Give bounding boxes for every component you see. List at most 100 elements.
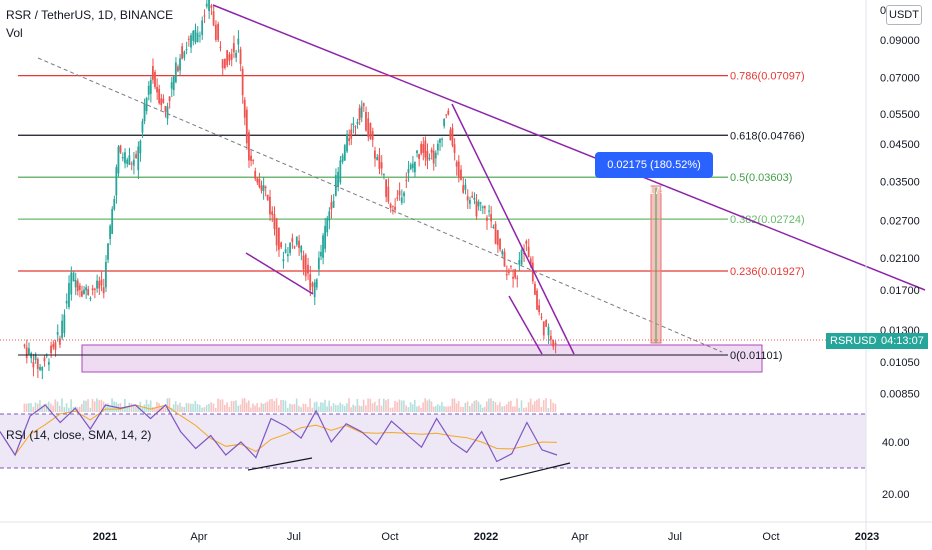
- candle-body: [549, 335, 552, 340]
- candle-body: [198, 35, 201, 37]
- support-zone-box: [81, 344, 763, 373]
- candle-body: [477, 201, 480, 207]
- volume-bar: [334, 404, 337, 412]
- volume-bar: [462, 406, 464, 412]
- volume-bar: [194, 400, 197, 412]
- rsi-divergence-line-1: [247, 457, 313, 471]
- candle-body: [378, 155, 381, 169]
- volume-bar: [525, 407, 528, 412]
- candle-body: [168, 96, 171, 101]
- candle-body: [230, 53, 233, 60]
- candle-body: [334, 175, 337, 196]
- candle-body: [205, 3, 208, 7]
- time-tick-label: 2021: [93, 531, 117, 543]
- volume-bar: [284, 400, 287, 412]
- volume-bar: [102, 401, 105, 412]
- volume-bar: [507, 401, 510, 412]
- volume-bar: [32, 406, 35, 412]
- volume-bar: [141, 406, 144, 412]
- candle-body: [350, 129, 353, 139]
- volume-bar: [172, 404, 175, 412]
- candle-body: [280, 242, 283, 248]
- symbol-title: RSR / TetherUS, 1D, BINANCE: [6, 8, 174, 22]
- volume-bar: [531, 404, 534, 412]
- candle-body: [32, 362, 35, 368]
- currency-selector[interactable]: USDT: [886, 5, 922, 25]
- volume-bar: [277, 405, 280, 412]
- candle-body: [85, 287, 87, 291]
- candle-body: [479, 202, 482, 204]
- volume-bar: [192, 403, 194, 412]
- candle-body: [380, 162, 383, 169]
- rsi-line: [0, 404, 558, 463]
- candle-body: [326, 218, 329, 233]
- bar-timer-tag: 04:13:07: [877, 333, 928, 349]
- volume-bar: [164, 407, 167, 412]
- candle-body: [100, 279, 103, 286]
- candle-body: [330, 202, 333, 210]
- volume-bar: [346, 403, 348, 412]
- candle-body: [362, 103, 365, 107]
- mid-wedge-line: [245, 252, 314, 295]
- volume-bar: [185, 402, 188, 412]
- volume-bar: [241, 398, 244, 412]
- volume-bar: [291, 404, 293, 412]
- candle-body: [154, 71, 156, 88]
- volume-bar: [179, 402, 181, 412]
- candle-body: [232, 43, 235, 53]
- volume-bar: [466, 401, 469, 412]
- candle-body: [328, 211, 331, 221]
- volume-bar: [183, 406, 186, 412]
- candle-body: [30, 353, 33, 359]
- volume-bar: [391, 407, 394, 412]
- candle-body: [256, 178, 259, 183]
- volume-bar: [137, 405, 139, 412]
- candle-body: [416, 150, 418, 154]
- candle-body: [145, 97, 148, 111]
- candle-body: [83, 289, 85, 295]
- volume-bar: [237, 405, 240, 412]
- candle-body: [371, 131, 374, 140]
- candle-body: [385, 179, 387, 197]
- fib-level-label: 0.236(0.01927): [730, 266, 805, 278]
- candle-body: [194, 29, 197, 43]
- candle-body: [545, 320, 548, 327]
- candle-body: [115, 167, 118, 196]
- candle-body: [70, 272, 73, 295]
- volume-bar: [214, 407, 217, 412]
- candle-body: [483, 205, 486, 209]
- volume-bar: [25, 403, 28, 412]
- candle-body: [523, 252, 525, 255]
- volume-bar: [317, 406, 320, 412]
- volume-bar: [219, 399, 222, 412]
- volume-bar: [58, 405, 61, 412]
- candle-body: [434, 152, 437, 159]
- volume-bar: [443, 406, 445, 412]
- candle-body: [320, 251, 322, 257]
- candle-body: [494, 223, 497, 244]
- volume-bar: [436, 404, 439, 412]
- volume-bar: [151, 407, 154, 412]
- volume-bar: [30, 403, 32, 412]
- candle-body: [520, 250, 523, 265]
- candle-body: [291, 238, 294, 242]
- candle-body: [488, 210, 490, 212]
- candle-body: [447, 110, 450, 115]
- volume-bar: [490, 398, 492, 412]
- volume-bar: [464, 402, 467, 412]
- volume-bar: [434, 406, 437, 412]
- time-axis: 2021 Apr Jul Oct 2022 Apr Jul Oct 2023: [93, 531, 879, 543]
- candle-body: [121, 156, 124, 159]
- rsi-label: RSI (14, close, SMA, 14, 2): [6, 428, 152, 442]
- volume-bar: [190, 403, 192, 412]
- volume-bar: [43, 403, 46, 412]
- candle-body: [391, 205, 394, 207]
- rsi-series: [0, 404, 558, 463]
- candle-body: [170, 82, 173, 89]
- volume-bar: [258, 407, 261, 412]
- volume-bar: [483, 406, 486, 412]
- volume-bar: [453, 398, 456, 412]
- candle-body: [311, 283, 314, 287]
- candle-body: [432, 150, 435, 164]
